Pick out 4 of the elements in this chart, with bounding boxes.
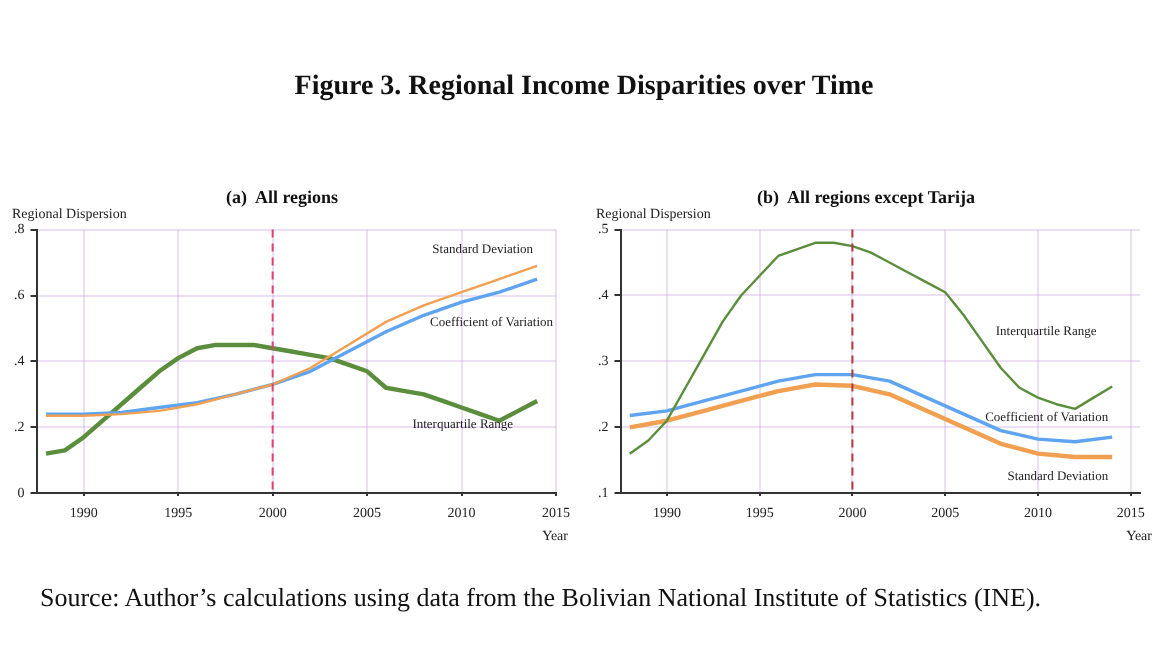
source-note: Source: Author’s calculations using data from the Bolivian National Institute of Statistics (INE).	[40, 580, 1044, 614]
chart-title: Figure 3. Regional Income Disparities over Time	[292, 72, 876, 104]
chart-subtitle: (b) All regions except Tarija	[756, 187, 977, 208]
chart-subtitle: (a) All regions	[225, 187, 340, 208]
